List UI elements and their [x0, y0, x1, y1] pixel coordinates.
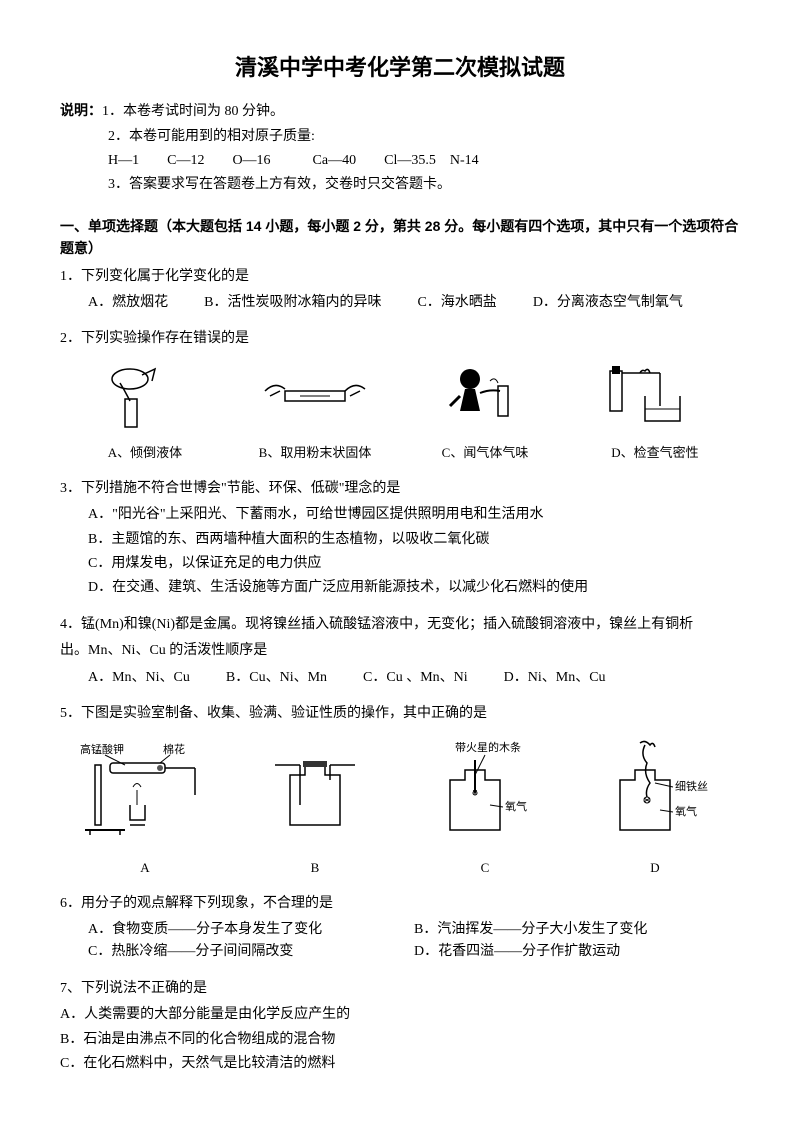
- q6-opt-d: D．花香四溢——分子作扩散运动: [414, 941, 740, 963]
- q4-opt-d: D．Ni、Mn、Cu: [504, 667, 606, 689]
- q4-stem2: 出。Mn、Ni、Cu 的活泼性顺序是: [60, 640, 740, 662]
- q2-stem: 2．下列实验操作存在错误的是: [60, 328, 740, 350]
- q4-opt-c: C．Cu 、Mn、Ni: [363, 667, 468, 689]
- kmno4-label: 高锰酸钾: [80, 742, 124, 756]
- q7-opt-b: B．石油是由沸点不同的化合物组成的混合物: [60, 1029, 740, 1051]
- q1-stem: 1．下列变化属于化学变化的是: [60, 266, 740, 288]
- q3-opt-b: B．主题馆的东、西两墙种植大面积的生态植物，以吸收二氧化碳: [88, 529, 740, 551]
- question-7: 7、下列说法不正确的是 A．人类需要的大部分能量是由化学反应产生的 B．石油是由…: [60, 978, 740, 1076]
- instr-item-1: 2．本卷可能用到的相对原子质量:: [108, 126, 740, 148]
- instr-item-0: 1．本卷考试时间为 80 分钟。: [102, 104, 284, 119]
- q5-cap-c: C: [400, 858, 570, 879]
- q5-cap-a: A: [60, 858, 230, 879]
- page-title: 清溪中学中考化学第二次模拟试题: [60, 50, 740, 85]
- splint-label: 带火星的木条: [455, 740, 521, 754]
- instructions-block: 说明：1．本卷考试时间为 80 分钟。 2．本卷可能用到的相对原子质量: H—1…: [60, 101, 740, 197]
- q2-cap-d: D、检查气密性: [570, 443, 740, 464]
- oxygen-label-d: 氧气: [675, 804, 697, 818]
- q4-opt-b: B．Cu、Ni、Mn: [226, 667, 327, 689]
- q2-cap-c: C、闻气体气味: [400, 443, 570, 464]
- q6-opt-b: B．汽油挥发——分子大小发生了变化: [414, 919, 740, 941]
- question-1: 1．下列变化属于化学变化的是 A．燃放烟花 B．活性炭吸附冰箱内的异味 C．海水…: [60, 266, 740, 315]
- q1-opt-d: D．分离液态空气制氧气: [533, 292, 683, 314]
- instr-item-2: H—1 C—12 O—16 Ca—40 Cl—35.5 N-14: [108, 150, 740, 172]
- q1-opt-b: B．活性炭吸附冰箱内的异味: [204, 292, 381, 314]
- q2-fig-d: D、检查气密性: [570, 361, 740, 464]
- q5-fig-a: 高锰酸钾 棉花 A: [60, 735, 230, 878]
- q2-fig-a: A、倾倒液体: [60, 361, 230, 464]
- gas-bottle-b-icon: [265, 735, 365, 845]
- q3-stem: 3．下列措施不符合世博会"节能、环保、低碳"理念的是: [60, 478, 740, 500]
- instructions-label: 说明：: [60, 104, 102, 119]
- q5-cap-d: D: [570, 858, 740, 879]
- question-3: 3．下列措施不符合世博会"节能、环保、低碳"理念的是 A．"阳光谷"上采阳光、下…: [60, 478, 740, 600]
- q4-stem1: 4．锰(Mn)和镍(Ni)都是金属。现将镍丝插入硫酸锰溶液中，无变化；插入硫酸铜…: [60, 614, 740, 636]
- heating-setup-icon: 高锰酸钾 棉花: [75, 735, 215, 845]
- q5-cap-b: B: [230, 858, 400, 879]
- q1-opt-a: A．燃放烟花: [88, 292, 168, 314]
- q5-fig-c: 带火星的木条 氧气 C: [400, 735, 570, 878]
- q6-stem: 6．用分子的观点解释下列现象，不合理的是: [60, 893, 740, 915]
- smell-gas-icon: [440, 361, 530, 431]
- iron-label: 细铁丝: [675, 780, 708, 793]
- section1-header: 一、单项选择题（本大题包括 14 小题，每小题 2 分，第共 28 分。每小题有…: [60, 215, 740, 260]
- question-4: 4．锰(Mn)和镍(Ni)都是金属。现将镍丝插入硫酸锰溶液中，无变化；插入硫酸铜…: [60, 614, 740, 689]
- q3-opt-a: A．"阳光谷"上采阳光、下蓄雨水，可给世博园区提供照明用电和生活用水: [88, 504, 740, 526]
- q1-opt-c: C．海水晒盐: [417, 292, 496, 314]
- gas-bottle-c-icon: 带火星的木条 氧气: [425, 735, 545, 845]
- q3-opt-c: C．用煤发电，以保证充足的电力供应: [88, 553, 740, 575]
- q5-fig-d: 细铁丝 氧气 D: [570, 735, 740, 878]
- q7-opt-a: A．人类需要的大部分能量是由化学反应产生的: [60, 1004, 740, 1026]
- q5-fig-b: B: [230, 735, 400, 878]
- q7-stem: 7、下列说法不正确的是: [60, 978, 740, 1000]
- cotton-label: 棉花: [163, 742, 185, 756]
- q2-fig-c: C、闻气体气味: [400, 361, 570, 464]
- pour-liquid-icon: [100, 361, 190, 431]
- q7-opt-c: C．在化石燃料中，天然气是比较清洁的燃料: [60, 1053, 740, 1075]
- gas-bottle-d-icon: 细铁丝 氧气: [595, 735, 715, 845]
- q2-cap-a: A、倾倒液体: [60, 443, 230, 464]
- q2-cap-b: B、取用粉末状固体: [230, 443, 400, 464]
- airtight-check-icon: [600, 361, 710, 431]
- q6-opt-a: A．食物变质——分子本身发生了变化: [88, 919, 414, 941]
- question-5: 5．下图是实验室制备、收集、验满、验证性质的操作，其中正确的是 高锰酸钾 棉花: [60, 703, 740, 879]
- question-6: 6．用分子的观点解释下列现象，不合理的是 A．食物变质——分子本身发生了变化 B…: [60, 893, 740, 964]
- q4-opt-a: A．Mn、Ni、Cu: [88, 667, 190, 689]
- q3-opt-d: D．在交通、建筑、生活设施等方面广泛应用新能源技术，以减少化石燃料的使用: [88, 577, 740, 599]
- question-2: 2．下列实验操作存在错误的是 A、倾倒液体 B、取用粉末状固体: [60, 328, 740, 464]
- powder-scoop-icon: [255, 361, 375, 431]
- q5-stem: 5．下图是实验室制备、收集、验满、验证性质的操作，其中正确的是: [60, 703, 740, 725]
- q2-fig-b: B、取用粉末状固体: [230, 361, 400, 464]
- q6-opt-c: C．热胀冷缩——分子间间隔改变: [88, 941, 414, 963]
- instr-item-3: 3．答案要求写在答题卷上方有效，交卷时只交答题卡。: [108, 174, 740, 196]
- oxygen-label-c: 氧气: [505, 799, 527, 813]
